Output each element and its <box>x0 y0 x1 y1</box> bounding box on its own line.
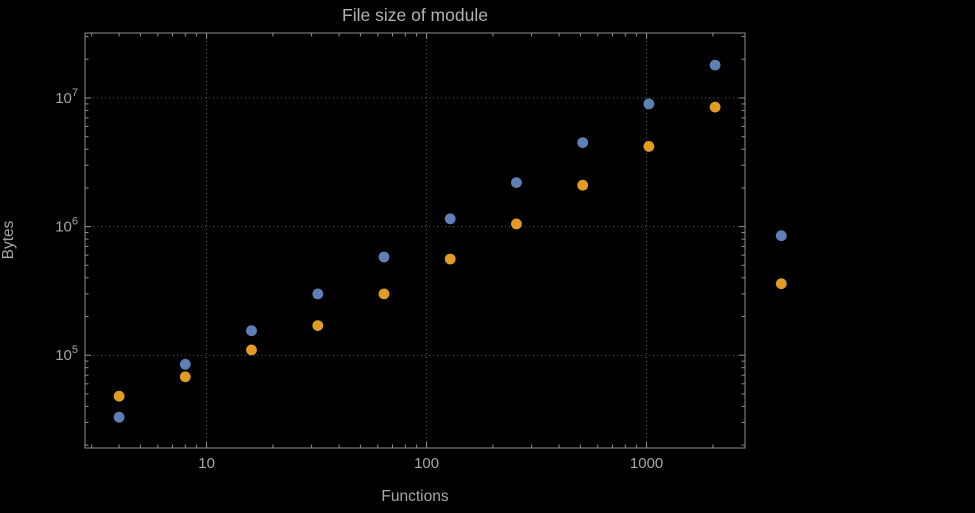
orange-data-point <box>378 288 390 300</box>
orange-data-point <box>444 253 456 265</box>
orange-data-point <box>246 344 257 356</box>
blue-data-point <box>643 98 655 110</box>
blue-data-point <box>179 358 191 370</box>
y-tick-label: 106 <box>55 216 78 236</box>
chart-title: File size of module <box>342 5 488 25</box>
blue-data-point <box>312 288 324 300</box>
blue-data-point <box>775 230 787 242</box>
blue-data-point <box>246 325 257 337</box>
y-tick-label: 107 <box>55 87 78 107</box>
x-tick-label: 10 <box>198 455 215 472</box>
orange-data-point <box>775 278 787 290</box>
blue-data-point <box>511 177 522 189</box>
plot-frame <box>84 32 746 449</box>
blue-data-point <box>378 251 390 263</box>
x-axis-label: Functions <box>381 488 449 505</box>
orange-data-point <box>577 179 589 191</box>
blue-data-point <box>444 213 456 225</box>
orange-data-point <box>511 218 522 230</box>
orange-data-point <box>312 320 324 331</box>
x-tick-label: 1000 <box>630 455 663 472</box>
y-axis-label: Bytes <box>0 220 17 260</box>
y-tick-label: 105 <box>55 344 78 364</box>
x-tick-label: 100 <box>414 455 439 472</box>
blue-data-point <box>577 137 589 149</box>
orange-data-point <box>643 141 655 152</box>
blue-data-point <box>709 59 721 71</box>
orange-data-point <box>709 101 721 113</box>
blue-data-point <box>113 411 125 423</box>
orange-data-point <box>179 371 191 383</box>
orange-data-point <box>113 390 125 402</box>
